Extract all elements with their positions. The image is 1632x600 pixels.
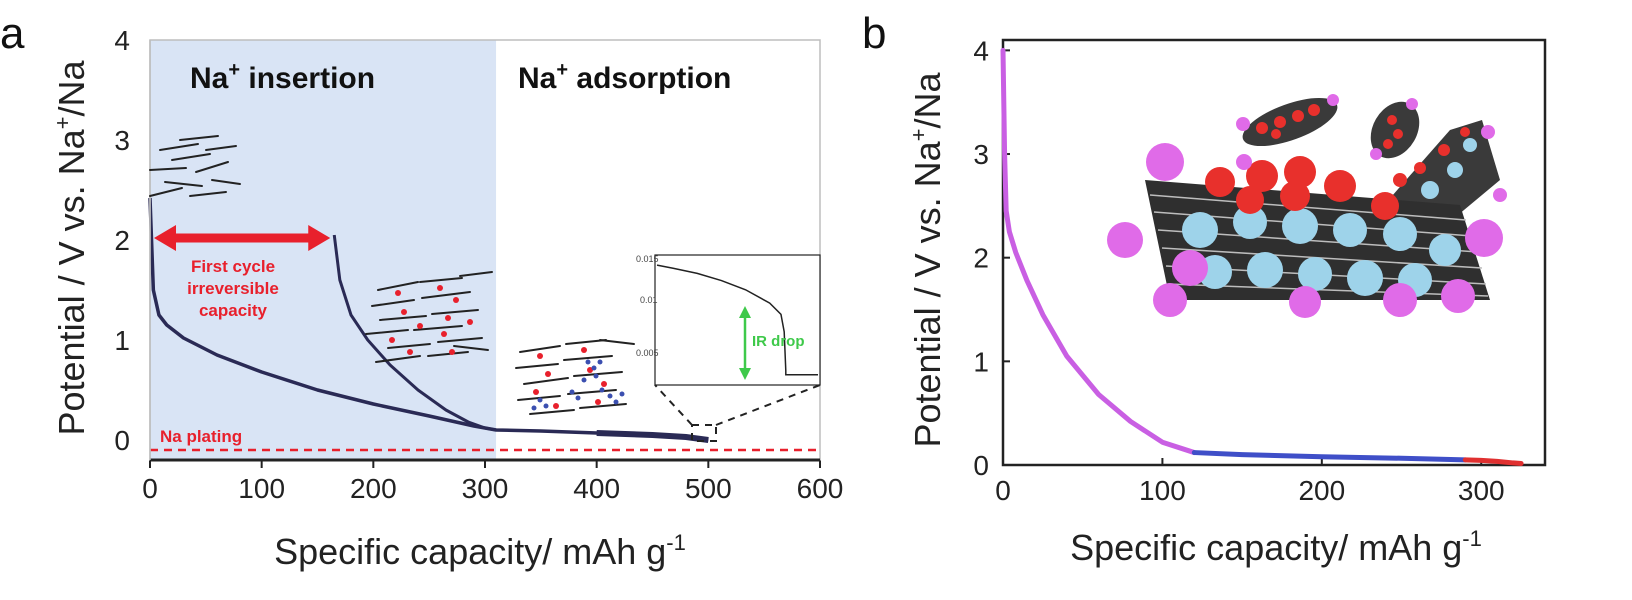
ir-drop-inset: 0.015 0.01 0.005 IR drop xyxy=(636,254,821,442)
chart-a: 0 100 200 300 400 500 600 0 1 2 3 4 Na+ insertion N… xyxy=(50,25,843,572)
chart-a-ytick-label: 0 xyxy=(114,425,130,456)
inset-curve xyxy=(656,264,818,376)
adsorption-illustration xyxy=(515,339,635,415)
chart-a-xtick-label: 600 xyxy=(797,473,844,504)
main-carbon-stack xyxy=(1107,143,1503,318)
chart-b-series-line xyxy=(1462,457,1524,466)
chart-b-xtick-label: 200 xyxy=(1298,475,1345,506)
chart-b-x-label: Specific capacity/ mAh g-1 xyxy=(1070,526,1482,568)
chart-a-series-line xyxy=(332,234,497,432)
disordered-carbon-illustration xyxy=(149,135,241,197)
chart-b-xtick-label: 300 xyxy=(1458,475,1505,506)
chart-a-xtick-label: 100 xyxy=(238,473,285,504)
ir-drop-arrow xyxy=(739,306,751,380)
chart-a-ytick-label: 1 xyxy=(114,325,130,356)
chart-b-ytick-label: 2 xyxy=(973,243,989,274)
chart-a-ticks: 0 100 200 300 400 500 600 0 1 2 3 4 xyxy=(114,25,843,504)
inset-ytick-1: 0.015 xyxy=(636,254,659,264)
chart-b: 0 100 200 300 0 1 2 3 4 xyxy=(906,35,1547,568)
chart-a-ytick-label: 2 xyxy=(114,225,130,256)
region-insertion-bg xyxy=(150,40,497,460)
arrow-head-left xyxy=(154,225,176,251)
chart-a-xtick-label: 300 xyxy=(462,473,509,504)
chart-a-series xyxy=(148,197,709,443)
na-plating-label: Na plating xyxy=(160,427,242,446)
region-insertion-label: Na+ insertion xyxy=(190,59,375,95)
ir-drop-label: IR drop xyxy=(752,333,805,350)
chart-a-xtick-label: 400 xyxy=(573,473,620,504)
chart-b-series xyxy=(1000,47,1524,466)
small-flake-1 xyxy=(1236,94,1339,147)
chart-b-series-line xyxy=(1191,450,1468,463)
region-adsorption-bg xyxy=(496,40,820,460)
chart-b-frame xyxy=(1001,38,1547,467)
panel-label-a: a xyxy=(0,9,25,58)
inset-ytick-3: 0.005 xyxy=(636,348,659,358)
chart-a-xtick-label: 0 xyxy=(142,473,158,504)
hard-carbon-3d-illustration xyxy=(1107,94,1507,318)
arrow-text-line-3: capacity xyxy=(199,301,268,320)
chart-b-y-label: Potential / V vs. Na+/Na xyxy=(906,72,948,448)
chart-a-xtick-label: 200 xyxy=(350,473,397,504)
small-flake-2 xyxy=(1370,98,1420,160)
irreversible-capacity-arrow xyxy=(154,225,331,251)
insertion-illustration xyxy=(365,271,493,363)
chart-a-ytick-label: 3 xyxy=(114,125,130,156)
region-adsorption-label: Na+ adsorption xyxy=(518,59,731,95)
chart-b-series-line xyxy=(1000,47,1197,456)
inset-frame xyxy=(654,254,821,386)
inset-ytick-2: 0.01 xyxy=(640,295,658,305)
chart-b-ytick-label: 1 xyxy=(973,346,989,377)
chart-a-y-label: Potential / V vs. Na+/Na xyxy=(50,60,92,436)
inset-zoom-lines xyxy=(654,384,821,442)
chart-b-ytick-label: 3 xyxy=(973,139,989,170)
chart-a-series-tail xyxy=(596,430,709,443)
chart-a-xtick-label: 500 xyxy=(685,473,732,504)
chart-b-ytick-label: 4 xyxy=(973,35,989,66)
arrow-text-line-2: irreversible xyxy=(187,279,279,298)
chart-a-ytick-label: 4 xyxy=(114,25,130,56)
chart-b-xtick-label: 100 xyxy=(1139,475,1186,506)
arrow-text-line-1: First cycle xyxy=(191,257,275,276)
chart-b-xtick-label: 0 xyxy=(995,475,1011,506)
arrow-head-right xyxy=(308,225,331,251)
panel-label-b: b xyxy=(862,9,886,58)
chart-b-ytick-label: 0 xyxy=(973,450,989,481)
chart-a-x-label: Specific capacity/ mAh g-1 xyxy=(274,530,686,572)
